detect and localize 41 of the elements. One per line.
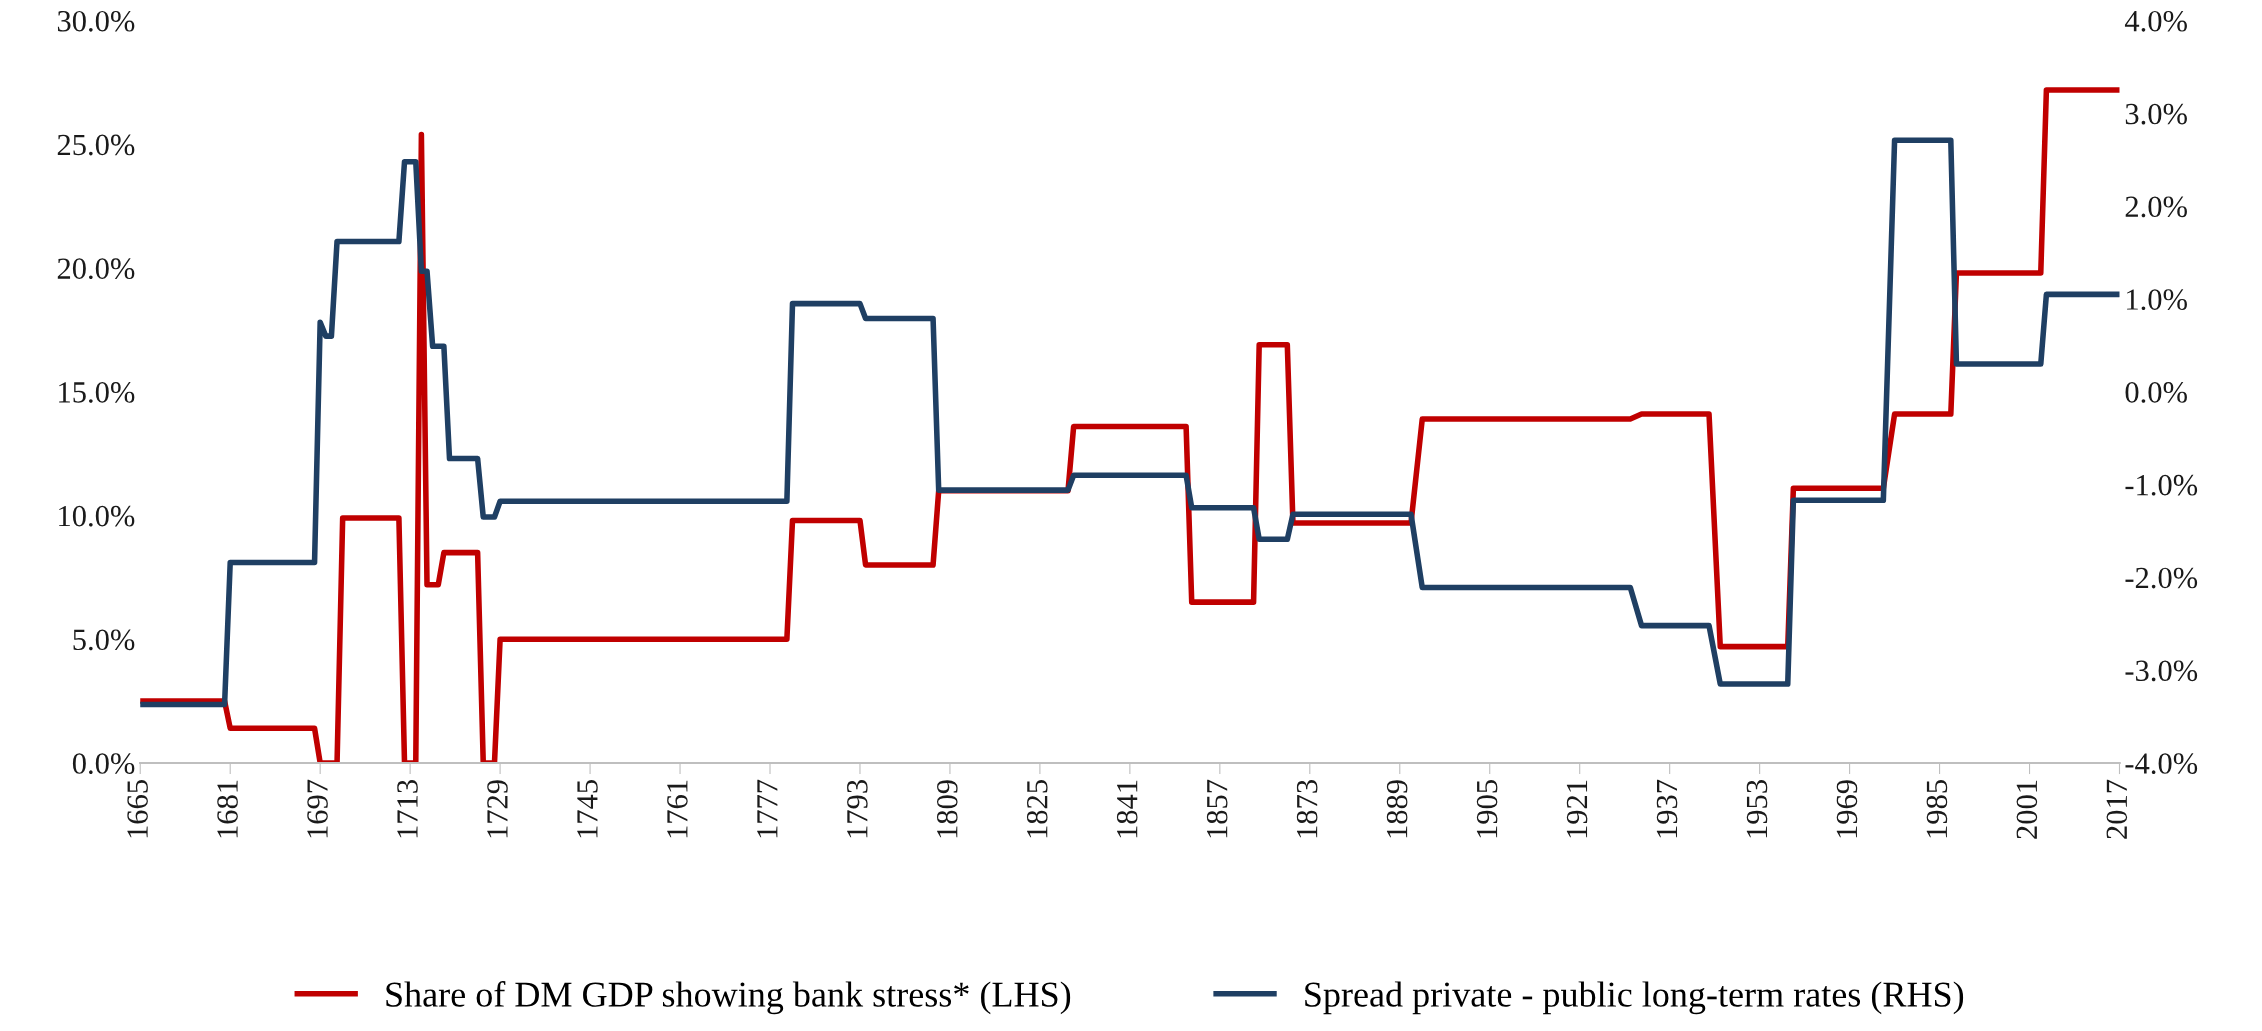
y-tick-label: 30.0% [57, 10, 135, 32]
x-tick-label: 1793 [847, 780, 868, 838]
y2-tick-label: 2.0% [2125, 196, 2187, 218]
legend-label: Share of DM GDP showing bank stress* (LHS) [386, 981, 1071, 1015]
y-tick-label: 0.0% [72, 753, 135, 774]
x-tick-label: 1841 [1116, 780, 1138, 838]
y-tick-label: 5.0% [73, 629, 135, 651]
x-tick-label: 2001 [2016, 780, 2038, 839]
x-tick-label: 1937 [1656, 779, 1678, 838]
x-tick-label: 1777 [757, 779, 778, 838]
x-tick-label: 1761 [667, 780, 688, 838]
y2-tick-label: -2.0% [2125, 567, 2198, 589]
y2-tick-label: 3.0% [2125, 103, 2187, 125]
x-tick-label: 1713 [397, 780, 418, 838]
y-tick-label: 20.0% [57, 258, 135, 280]
y2-tick-label: -1.0% [2125, 474, 2198, 496]
y2-tick-label: -3.0% [2125, 660, 2198, 682]
x-tick-label: 1905 [1476, 780, 1498, 838]
x-tick-label: 1857 [1206, 779, 1228, 838]
y-tick-label: 15.0% [59, 382, 135, 403]
y2-tick-label: 0.0% [2125, 382, 2187, 403]
x-tick-label: 1729 [487, 780, 508, 838]
x-tick-label: 1969 [1836, 780, 1858, 838]
x-tick-label: 1825 [1026, 780, 1048, 838]
y-tick-label: 10.0% [59, 505, 135, 527]
x-tick-label: 2017 [2106, 779, 2128, 839]
y2-tick-label: 1.0% [2127, 289, 2187, 311]
x-tick-label: 1889 [1386, 780, 1408, 838]
x-tick-label: 1873 [1296, 780, 1318, 838]
legend-label: Spread private - public long-term rates (RHS) [1305, 981, 1964, 1015]
y-tick-label: 25.0% [57, 134, 135, 156]
x-tick-label: 1921 [1566, 780, 1588, 838]
y2-tick-label: -4.0% [2125, 753, 2198, 774]
x-tick-label: 1681 [217, 780, 238, 838]
x-tick-label: 1697 [307, 779, 328, 838]
y2-tick-label: 4.0% [2124, 10, 2187, 32]
x-tick-label: 1809 [936, 780, 958, 838]
x-tick-label: 1745 [577, 780, 598, 838]
x-tick-label: 1953 [1746, 780, 1768, 838]
x-tick-label: 1985 [1926, 780, 1948, 838]
x-tick-label: 1665 [127, 780, 148, 838]
